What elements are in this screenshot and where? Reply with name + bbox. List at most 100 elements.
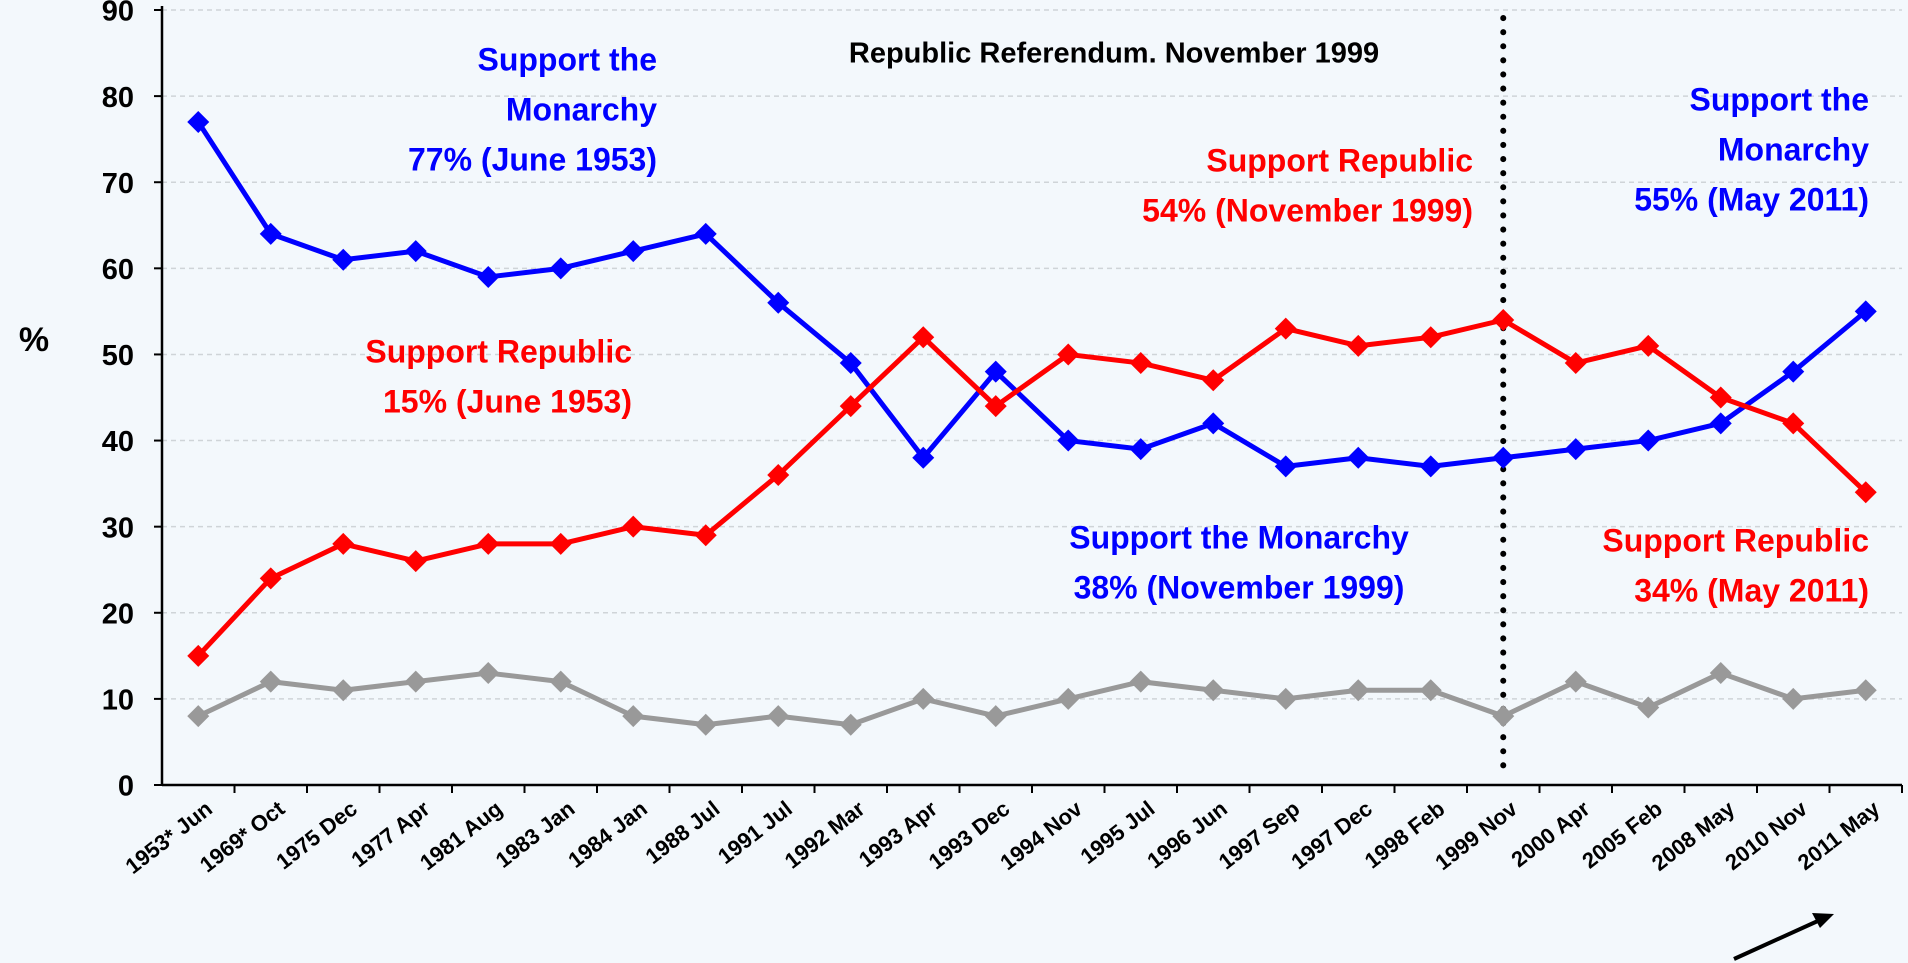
annotation: 77% (June 1953) bbox=[408, 141, 657, 177]
annotation: Republic Referendum. November 1999 bbox=[849, 38, 1379, 70]
marker bbox=[1782, 687, 1805, 710]
annotation: Support the bbox=[477, 41, 657, 77]
series-line bbox=[196, 120, 1868, 469]
arrow bbox=[1733, 918, 1821, 961]
marker bbox=[404, 670, 427, 693]
y-tick-label: 10 bbox=[102, 685, 134, 717]
marker bbox=[1564, 670, 1587, 693]
marker bbox=[1202, 679, 1225, 702]
marker bbox=[984, 395, 1007, 418]
y-tick-label: 70 bbox=[102, 168, 134, 200]
marker bbox=[1854, 679, 1877, 702]
annotation: 54% (November 1999) bbox=[1142, 192, 1473, 228]
annotation: Support Republic bbox=[365, 333, 632, 369]
marker bbox=[1854, 481, 1877, 504]
marker bbox=[1057, 343, 1080, 366]
marker bbox=[549, 532, 572, 555]
marker bbox=[694, 524, 717, 547]
annotation: Support the bbox=[1689, 81, 1869, 117]
arrow-head bbox=[1812, 913, 1834, 928]
marker bbox=[187, 644, 210, 667]
marker bbox=[1419, 455, 1442, 478]
marker bbox=[332, 679, 355, 702]
marker bbox=[1274, 317, 1297, 340]
marker bbox=[984, 360, 1007, 383]
annotation: 55% (May 2011) bbox=[1634, 181, 1869, 217]
y-tick-label: 60 bbox=[102, 254, 134, 286]
marker bbox=[694, 713, 717, 736]
marker bbox=[1637, 696, 1660, 719]
marker bbox=[984, 705, 1007, 728]
marker bbox=[1129, 438, 1152, 461]
marker bbox=[839, 352, 862, 375]
marker bbox=[1637, 334, 1660, 357]
marker bbox=[1129, 352, 1152, 375]
marker bbox=[477, 532, 500, 555]
marker bbox=[1347, 334, 1370, 357]
marker bbox=[622, 240, 645, 263]
marker bbox=[767, 464, 790, 486]
marker bbox=[1637, 429, 1660, 452]
annotation: Support the Monarchy bbox=[1069, 519, 1409, 555]
marker bbox=[1492, 705, 1515, 728]
marker bbox=[1202, 412, 1225, 435]
marker bbox=[259, 670, 282, 693]
annotation: 38% (November 1999) bbox=[1074, 569, 1405, 605]
marker bbox=[912, 326, 935, 349]
marker bbox=[622, 705, 645, 728]
marker bbox=[912, 687, 935, 710]
y-axis-label: % bbox=[19, 321, 49, 359]
y-tick-label: 80 bbox=[102, 82, 134, 114]
marker bbox=[1492, 309, 1515, 331]
annotation: Monarchy bbox=[1718, 131, 1869, 167]
marker bbox=[1564, 352, 1587, 375]
y-tick-label: 40 bbox=[102, 426, 134, 458]
marker bbox=[549, 670, 572, 693]
series-line bbox=[196, 317, 1868, 658]
marker bbox=[622, 515, 645, 538]
marker bbox=[1347, 679, 1370, 702]
marker bbox=[259, 222, 282, 245]
marker bbox=[1347, 446, 1370, 469]
marker bbox=[187, 705, 210, 728]
marker bbox=[1129, 670, 1152, 693]
marker bbox=[767, 705, 790, 728]
marker bbox=[1202, 369, 1225, 392]
marker bbox=[477, 662, 500, 685]
marker bbox=[1419, 679, 1442, 702]
annotation: 15% (June 1953) bbox=[383, 383, 632, 419]
series-line bbox=[197, 670, 1867, 728]
marker bbox=[767, 291, 790, 314]
marker bbox=[1564, 438, 1587, 461]
marker bbox=[332, 248, 355, 271]
annotation: 34% (May 2011) bbox=[1634, 572, 1869, 608]
marker bbox=[839, 395, 862, 418]
marker bbox=[259, 567, 282, 590]
marker bbox=[1782, 360, 1805, 383]
y-tick-label: 50 bbox=[102, 340, 134, 372]
marker bbox=[404, 240, 427, 263]
marker bbox=[1782, 412, 1805, 435]
y-tick-label: 30 bbox=[102, 512, 134, 544]
y-tick-label: 20 bbox=[102, 598, 134, 630]
annotation: Monarchy bbox=[506, 91, 657, 127]
marker bbox=[1274, 687, 1297, 710]
marker bbox=[1274, 455, 1297, 478]
marker bbox=[694, 222, 717, 245]
marker bbox=[1057, 429, 1080, 452]
annotation: Support Republic bbox=[1602, 522, 1869, 558]
marker bbox=[332, 532, 355, 555]
annotation: Support Republic bbox=[1206, 142, 1473, 178]
marker bbox=[1057, 687, 1080, 710]
marker bbox=[839, 713, 862, 736]
marker bbox=[1492, 446, 1515, 469]
y-tick-label: 90 bbox=[102, 0, 134, 28]
marker bbox=[1854, 300, 1877, 323]
marker bbox=[1709, 412, 1732, 435]
marker bbox=[912, 446, 935, 469]
marker bbox=[187, 110, 210, 133]
marker bbox=[1419, 326, 1442, 349]
marker bbox=[1709, 662, 1732, 685]
